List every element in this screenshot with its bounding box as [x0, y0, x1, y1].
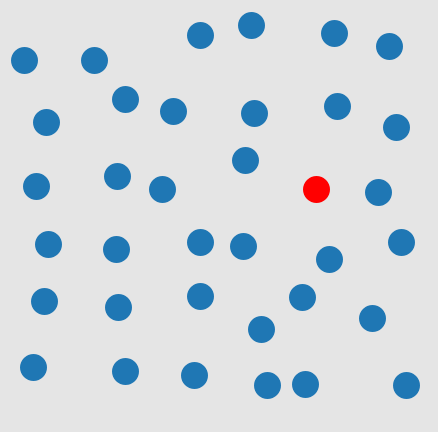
- dot-blue[interactable]: [30, 287, 58, 315]
- dot-blue[interactable]: [104, 293, 132, 321]
- dot-blue[interactable]: [19, 353, 47, 381]
- dot-blue[interactable]: [247, 315, 275, 343]
- dot-blue[interactable]: [10, 46, 38, 74]
- dot-blue[interactable]: [240, 99, 268, 127]
- dot-blue[interactable]: [237, 11, 265, 39]
- dot-blue[interactable]: [387, 228, 415, 256]
- dot-blue[interactable]: [180, 361, 208, 389]
- dot-blue[interactable]: [186, 228, 214, 256]
- dot-blue[interactable]: [229, 232, 257, 260]
- target-dot-red[interactable]: [302, 175, 330, 203]
- dot-blue[interactable]: [320, 19, 348, 47]
- dot-blue[interactable]: [392, 371, 420, 399]
- dot-blue[interactable]: [159, 97, 187, 125]
- dot-blue[interactable]: [34, 230, 62, 258]
- dot-blue[interactable]: [102, 235, 130, 263]
- dot-blue[interactable]: [253, 371, 281, 399]
- dot-blue[interactable]: [103, 162, 131, 190]
- dot-blue[interactable]: [358, 304, 386, 332]
- dot-blue[interactable]: [80, 46, 108, 74]
- dot-blue[interactable]: [22, 172, 50, 200]
- dot-blue[interactable]: [315, 245, 343, 273]
- dot-blue[interactable]: [231, 146, 259, 174]
- dot-blue[interactable]: [111, 85, 139, 113]
- dot-blue[interactable]: [186, 21, 214, 49]
- dot-blue[interactable]: [148, 175, 176, 203]
- dot-blue[interactable]: [375, 32, 403, 60]
- dot-blue[interactable]: [382, 113, 410, 141]
- dot-blue[interactable]: [186, 282, 214, 310]
- dot-blue[interactable]: [32, 108, 60, 136]
- dot-blue[interactable]: [323, 92, 351, 120]
- dot-blue[interactable]: [111, 357, 139, 385]
- dot-blue[interactable]: [364, 178, 392, 206]
- dot-blue[interactable]: [288, 283, 316, 311]
- dot-blue[interactable]: [291, 370, 319, 398]
